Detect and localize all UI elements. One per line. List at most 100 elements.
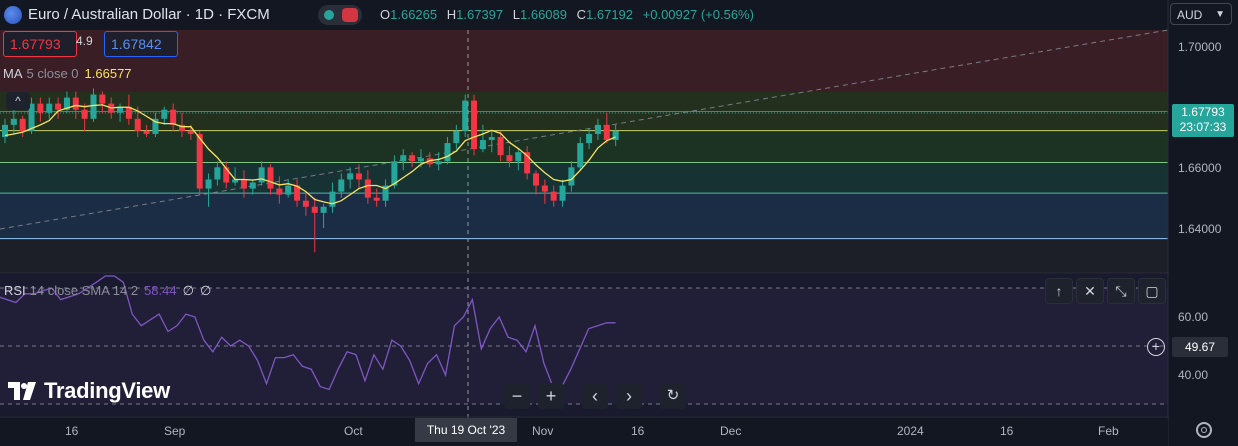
candle[interactable]: [125, 94, 132, 125]
candle[interactable]: [37, 97, 44, 122]
ma-legend[interactable]: MA 5 close 0 1.66577: [3, 66, 132, 81]
candle[interactable]: [594, 118, 601, 141]
candle[interactable]: [586, 127, 593, 150]
candle[interactable]: [356, 164, 362, 189]
candle[interactable]: [347, 167, 354, 189]
candle[interactable]: [373, 188, 380, 207]
buy-button[interactable]: 1.67842: [104, 31, 178, 57]
close-value: 1.67192: [586, 7, 634, 22]
change-value: +0.00927 (+0.56%): [642, 7, 754, 22]
candle[interactable]: [311, 197, 318, 253]
candle[interactable]: [568, 161, 575, 192]
candle[interactable]: [294, 179, 301, 207]
candle[interactable]: [444, 137, 451, 165]
candle[interactable]: [285, 179, 292, 198]
candle[interactable]: [400, 149, 407, 171]
candle[interactable]: [364, 170, 371, 204]
candle[interactable]: [577, 137, 584, 171]
zoom-out-button[interactable]: −: [504, 383, 530, 409]
collapse-legend-button[interactable]: ^: [6, 92, 30, 110]
sell-button[interactable]: 1.67793: [3, 31, 77, 57]
candle[interactable]: [81, 103, 88, 131]
candle[interactable]: [479, 124, 486, 153]
candle-body: [276, 188, 283, 195]
candle[interactable]: [2, 118, 8, 144]
gear-icon[interactable]: [1196, 422, 1212, 438]
candle[interactable]: [10, 106, 17, 134]
add-plus-icon[interactable]: +: [1147, 338, 1165, 356]
rsi-empty-1: ∅: [182, 283, 194, 298]
currency-select[interactable]: AUD ▼: [1170, 3, 1232, 25]
move-pane-up-button[interactable]: ↑: [1045, 278, 1073, 304]
candle-body: [435, 161, 442, 165]
ma-line[interactable]: [4, 104, 616, 205]
candle[interactable]: [276, 176, 283, 204]
scroll-right-button[interactable]: ›: [616, 383, 642, 409]
candle[interactable]: [232, 167, 239, 186]
candle[interactable]: [453, 124, 460, 150]
candle[interactable]: [524, 146, 531, 180]
collapse-pane-button[interactable]: ⤡: [1107, 278, 1135, 304]
candle[interactable]: [143, 124, 150, 137]
candle[interactable]: [258, 161, 265, 186]
candle[interactable]: [338, 173, 345, 198]
candle[interactable]: [462, 94, 469, 137]
candle[interactable]: [506, 146, 513, 168]
candle[interactable]: [214, 161, 221, 186]
candle[interactable]: [559, 179, 566, 207]
candle[interactable]: [99, 91, 106, 113]
candle[interactable]: [320, 203, 327, 228]
candle[interactable]: [488, 130, 495, 153]
candle-body: [479, 140, 486, 150]
candle[interactable]: [46, 97, 53, 119]
rsi-line[interactable]: [0, 275, 616, 391]
rsi-legend[interactable]: RSI 14 close SMA 14 2 58.44 ∅ ∅: [4, 283, 211, 299]
candle[interactable]: [541, 179, 548, 204]
candle-body: [46, 103, 53, 113]
candle-body: [550, 191, 557, 201]
candle[interactable]: [382, 179, 389, 207]
maximize-pane-button[interactable]: ▢: [1138, 278, 1166, 304]
candle[interactable]: [497, 130, 504, 162]
candle[interactable]: [161, 106, 168, 125]
candle-body: [400, 155, 407, 162]
scroll-left-button[interactable]: ‹: [582, 383, 608, 409]
candle[interactable]: [612, 124, 619, 147]
candle-body: [488, 137, 495, 141]
candle[interactable]: [205, 173, 212, 207]
market-status-toggle[interactable]: [318, 5, 362, 25]
candle[interactable]: [435, 152, 442, 171]
zoom-in-button[interactable]: +: [538, 383, 564, 409]
candle[interactable]: [515, 149, 522, 171]
candle[interactable]: [603, 112, 610, 144]
symbol-flag-icon[interactable]: [4, 6, 22, 24]
candle[interactable]: [329, 182, 336, 213]
candle[interactable]: [550, 185, 557, 207]
delete-pane-button[interactable]: ✕: [1076, 278, 1104, 304]
candle[interactable]: [533, 170, 539, 195]
open-value: 1.66265: [390, 7, 438, 22]
fib-zone-blue: [0, 194, 1168, 239]
candle[interactable]: [55, 97, 62, 119]
candle[interactable]: [471, 94, 478, 156]
candle[interactable]: [170, 103, 177, 131]
candle[interactable]: [223, 161, 230, 189]
candle[interactable]: [152, 112, 159, 137]
time-label-16aug: 16: [65, 424, 79, 438]
rsi-value: 58.44: [144, 283, 177, 298]
candle[interactable]: [409, 152, 416, 168]
reset-chart-button[interactable]: ↻: [660, 383, 686, 409]
candle[interactable]: [249, 179, 256, 195]
candle-body: [391, 161, 398, 186]
symbol-title[interactable]: Euro / Australian Dollar · 1D · FXCM: [28, 6, 270, 23]
candle[interactable]: [196, 130, 203, 195]
candle[interactable]: [63, 91, 70, 113]
candle[interactable]: [19, 115, 26, 137]
candle[interactable]: [179, 112, 185, 137]
candle[interactable]: [302, 191, 309, 216]
candle[interactable]: [240, 170, 247, 198]
candle-body: [134, 118, 141, 131]
candle[interactable]: [134, 106, 141, 137]
candle[interactable]: [267, 164, 274, 195]
